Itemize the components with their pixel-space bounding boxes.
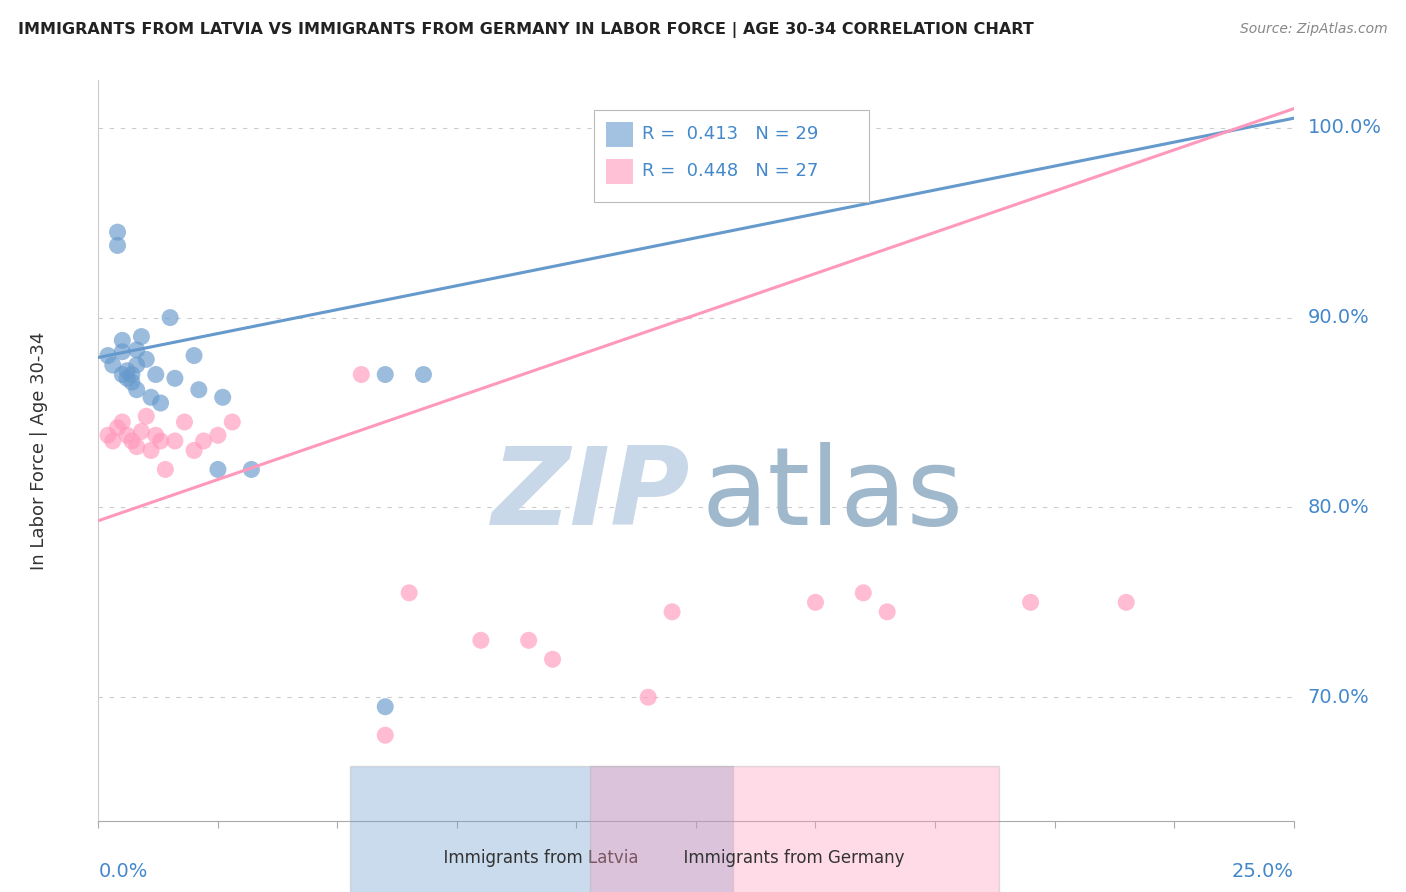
Point [97,349,120,363]
Text: Immigrants from Latvia: Immigrants from Latvia [433,849,650,867]
Text: 90.0%: 90.0% [1308,308,1369,327]
Point [541,652,564,666]
Point [111,334,134,348]
Point [125,358,148,372]
Point [804,595,827,609]
Point [121,375,143,389]
Point [139,443,162,458]
Point [145,428,167,442]
Point [221,415,243,429]
Bar [606,122,633,147]
Point [115,371,138,385]
Point [876,605,898,619]
Point [131,425,153,439]
Text: R =  0.413   N = 29: R = 0.413 N = 29 [643,126,818,144]
Point [661,605,683,619]
Point [637,690,659,705]
Point [1115,595,1137,609]
Point [135,352,157,367]
Point [125,383,148,397]
Point [193,434,215,448]
FancyBboxPatch shape [595,110,869,202]
Point [374,368,396,382]
Point [121,368,143,382]
Point [183,349,205,363]
Point [115,364,138,378]
Point [149,434,172,448]
Point [97,428,120,442]
Point [159,310,181,325]
Point [163,434,186,448]
Point [145,368,167,382]
Text: 0.0%: 0.0% [98,863,148,881]
Point [115,428,138,442]
Text: atlas: atlas [702,442,965,548]
Text: IMMIGRANTS FROM LATVIA VS IMMIGRANTS FROM GERMANY IN LABOR FORCE | AGE 30-34 COR: IMMIGRANTS FROM LATVIA VS IMMIGRANTS FRO… [18,22,1033,38]
Point [107,238,129,252]
Text: Source: ZipAtlas.com: Source: ZipAtlas.com [1240,22,1388,37]
Point [111,415,134,429]
Point [398,586,420,600]
Point [111,368,134,382]
Point [121,434,143,448]
Point [107,225,129,239]
Point [240,462,263,476]
Text: In Labor Force | Age 30-34: In Labor Force | Age 30-34 [30,331,48,570]
Point [101,358,124,372]
Point [852,586,875,600]
Point [131,329,153,343]
Point [1019,595,1042,609]
Point [350,368,373,382]
Point [125,440,148,454]
Point [163,371,186,385]
Point [374,699,396,714]
Point [111,344,134,359]
Point [173,415,195,429]
Point [149,396,172,410]
Point [183,443,205,458]
Text: 80.0%: 80.0% [1308,498,1369,516]
Bar [606,160,633,184]
Point [211,390,233,404]
Point [207,428,229,442]
Point [374,728,396,742]
Point [187,383,209,397]
Point [135,409,157,424]
Point [517,633,540,648]
Text: R =  0.448   N = 27: R = 0.448 N = 27 [643,162,818,180]
Point [207,462,229,476]
Point [101,434,124,448]
Text: 25.0%: 25.0% [1232,863,1294,881]
Point [155,462,177,476]
Text: 100.0%: 100.0% [1308,119,1382,137]
Text: Immigrants from Germany: Immigrants from Germany [673,849,915,867]
Point [107,420,129,434]
Text: 70.0%: 70.0% [1308,688,1369,706]
Point [412,368,434,382]
Point [125,343,148,357]
Point [139,390,162,404]
Text: ZIP: ZIP [492,442,690,548]
Point [470,633,492,648]
